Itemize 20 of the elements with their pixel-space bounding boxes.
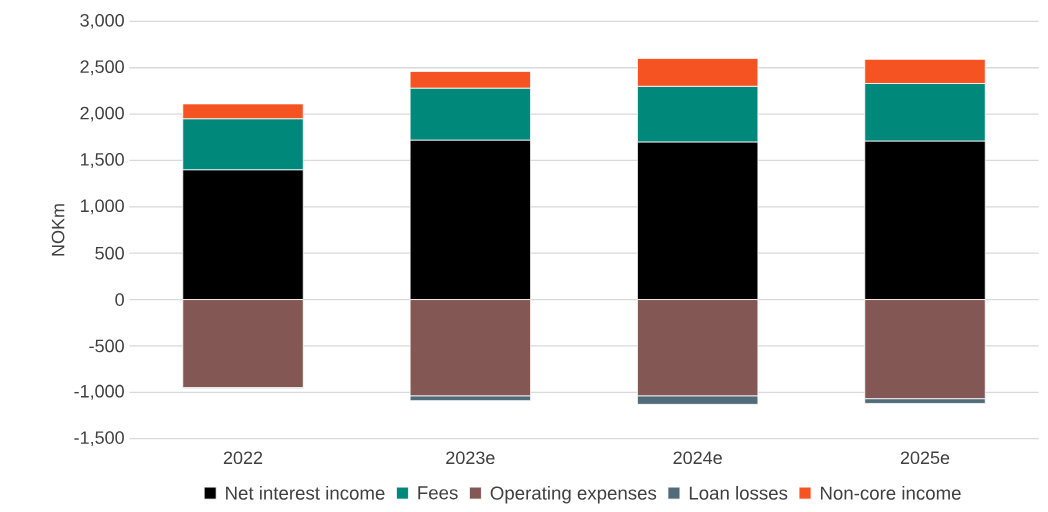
y-tick-label: -500: [89, 339, 124, 353]
y-tick-label: 1,500: [80, 153, 124, 168]
y-tick-label: 2,500: [80, 60, 124, 76]
legend-label: Loan losses: [689, 486, 788, 500]
x-tick-label: 2025e: [900, 451, 950, 465]
y-tick-label: 0: [115, 293, 124, 306]
y-tick-label: -1,500: [74, 431, 124, 447]
legend-label: Net interest income: [226, 486, 385, 500]
y-tick-label: 1,000: [80, 199, 124, 215]
x-tick-label: 2022: [223, 451, 263, 465]
y-axis-title: NOKm: [51, 204, 65, 256]
y-tick-label: 2,000: [80, 106, 124, 122]
legend-label: Fees: [418, 486, 458, 500]
y-tick-label: -1,000: [74, 384, 124, 400]
x-tick-label: 2024e: [673, 451, 722, 465]
x-tick-label: 2023e: [446, 451, 495, 465]
y-tick-label: 500: [95, 246, 124, 260]
legend-label: Operating expenses: [490, 486, 657, 504]
y-tick-label: 3,000: [80, 13, 124, 29]
legend-label: Non-core income: [820, 486, 961, 500]
